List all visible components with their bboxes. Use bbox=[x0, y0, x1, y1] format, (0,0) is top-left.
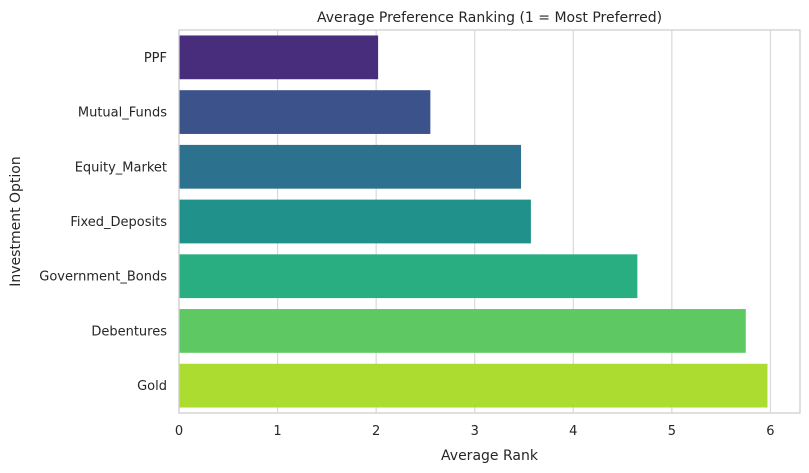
x-tick-label: 5 bbox=[668, 424, 676, 439]
x-tick-label: 6 bbox=[766, 424, 774, 439]
y-category-label: Gold bbox=[137, 379, 167, 394]
y-category-label: Equity_Market bbox=[75, 160, 167, 175]
y-category-label: Mutual_Funds bbox=[78, 106, 167, 121]
x-tick-labels: 0 1 2 3 4 5 6 bbox=[175, 424, 775, 439]
x-tick-label: 1 bbox=[273, 424, 281, 439]
x-tick-label: 4 bbox=[569, 424, 577, 439]
bar-gold bbox=[179, 363, 768, 408]
bar-government-bonds bbox=[179, 254, 638, 299]
bars bbox=[179, 35, 768, 408]
chart-title: Average Preference Ranking (1 = Most Pre… bbox=[317, 10, 662, 26]
y-category-label: Government_Bonds bbox=[39, 270, 167, 285]
bar-mutual-funds bbox=[179, 90, 431, 134]
bar-ppf bbox=[179, 35, 379, 80]
bar-equity-market bbox=[179, 144, 522, 189]
x-axis-label: Average Rank bbox=[441, 448, 539, 464]
y-category-label: Debentures bbox=[91, 324, 167, 339]
y-axis-label: Investment Option bbox=[8, 156, 24, 286]
plot-frame bbox=[178, 29, 801, 414]
bar-debentures bbox=[179, 309, 746, 353]
y-category-labels: PPF Mutual_Funds Equity_Market Fixed_Deposi… bbox=[39, 51, 167, 394]
y-category-label: PPF bbox=[144, 51, 167, 66]
x-tick-label: 3 bbox=[471, 424, 479, 439]
x-tick-label: 2 bbox=[372, 424, 380, 439]
x-tick-label: 0 bbox=[175, 424, 183, 439]
y-category-label: Fixed_Deposits bbox=[70, 215, 167, 230]
bar-fixed-deposits bbox=[179, 199, 531, 244]
